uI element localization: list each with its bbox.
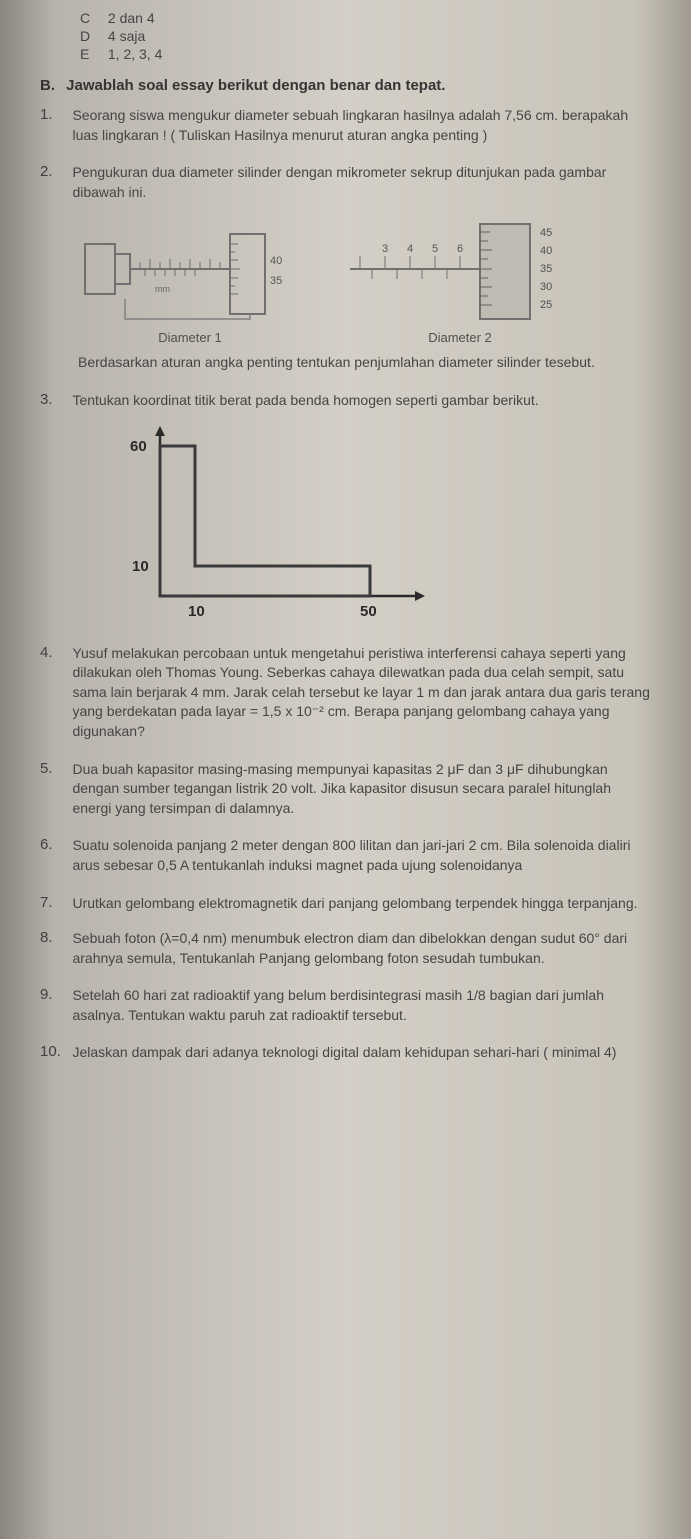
question-7: 7. Urutkan gelombang elektromagnetik dar… <box>30 894 661 914</box>
mic1-tick-40: 40 <box>270 255 282 267</box>
question-text: Pengukuran dua diameter silinder dengan … <box>72 163 652 202</box>
mic2-scale-30: 30 <box>540 281 552 293</box>
question-number: 10. <box>40 1043 68 1060</box>
question-number: 7. <box>40 894 68 911</box>
question-number: 8. <box>40 929 68 946</box>
section-title: Jawablah soal essay berikut dengan benar… <box>66 77 445 94</box>
option-text: 1, 2, 3, 4 <box>108 46 162 62</box>
mic2-scale-25: 25 <box>540 299 552 311</box>
option-text: 4 saja <box>108 28 145 44</box>
micrometer-1-svg: 40 35 mm <box>80 214 300 324</box>
micrometer-1: 40 35 mm Diameter 1 <box>80 214 300 345</box>
option-letter: D <box>80 28 104 44</box>
question-1: 1. Seorang siswa mengukur diameter sebua… <box>30 106 661 145</box>
option-c: C 2 dan 4 <box>80 10 661 26</box>
mic1-mm-label: mm <box>155 284 170 294</box>
question-text: Urutkan gelombang elektromagnetik dari p… <box>72 894 652 914</box>
l-shape-svg: 60 10 10 50 <box>120 421 440 621</box>
question-text: Tentukan koordinat titik berat pada bend… <box>72 391 652 411</box>
mic2-scale-40: 40 <box>540 245 552 257</box>
question-text: Setelah 60 hari zat radioaktif yang belu… <box>72 986 652 1025</box>
question-number: 5. <box>40 760 68 777</box>
question-8: 8. Sebuah foton (λ=0,4 nm) menumbuk elec… <box>30 929 661 968</box>
section-letter: B. <box>40 77 62 94</box>
question-9: 9. Setelah 60 hari zat radioaktif yang b… <box>30 986 661 1025</box>
section-b-header: B. Jawablah soal essay berikut dengan be… <box>40 77 661 94</box>
mic1-tick-35: 35 <box>270 275 282 287</box>
question-text: Sebuah foton (λ=0,4 nm) menumbuk electro… <box>72 929 652 968</box>
micrometer-2-label: Diameter 2 <box>340 330 580 345</box>
option-d: D 4 saja <box>80 28 661 44</box>
question-10: 10. Jelaskan dampak dari adanya teknolog… <box>30 1043 661 1063</box>
question-5: 5. Dua buah kapasitor masing-masing memp… <box>30 760 661 819</box>
x-label-50: 50 <box>360 603 377 620</box>
question-text: Dua buah kapasitor masing-masing mempuny… <box>72 760 652 819</box>
mic2-main-4: 4 <box>407 243 413 255</box>
question-number: 2. <box>40 163 68 180</box>
coordinate-diagram: 60 10 10 50 <box>120 421 661 626</box>
mic2-scale-35: 35 <box>540 263 552 275</box>
x-label-10: 10 <box>188 603 205 620</box>
question-number: 9. <box>40 986 68 1003</box>
question-2: 2. Pengukuran dua diameter silinder deng… <box>30 163 661 373</box>
mic2-main-3: 3 <box>382 243 388 255</box>
micrometer-diagrams: 40 35 mm Diameter 1 3 <box>80 214 661 345</box>
option-letter: C <box>80 10 104 26</box>
question-number: 1. <box>40 106 68 123</box>
option-e: E 1, 2, 3, 4 <box>80 46 661 62</box>
question-text: Seorang siswa mengukur diameter sebuah l… <box>72 106 652 145</box>
question-3: 3. Tentukan koordinat titik berat pada b… <box>30 391 661 626</box>
micrometer-2-svg: 3 4 5 6 45 40 35 30 25 <box>340 214 580 324</box>
y-label-10: 10 <box>132 558 149 575</box>
question-2-followup: Berdasarkan aturan angka penting tentuka… <box>78 353 661 373</box>
multiple-choice-options: C 2 dan 4 D 4 saja E 1, 2, 3, 4 <box>80 10 661 62</box>
question-number: 3. <box>40 391 68 408</box>
question-number: 6. <box>40 836 68 853</box>
question-number: 4. <box>40 644 68 661</box>
mic2-scale-45: 45 <box>540 227 552 239</box>
mic2-main-6: 6 <box>457 243 463 255</box>
mic2-main-5: 5 <box>432 243 438 255</box>
question-text: Jelaskan dampak dari adanya teknologi di… <box>72 1043 652 1063</box>
question-text: Yusuf melakukan percobaan untuk mengetah… <box>72 644 652 742</box>
question-text: Suatu solenoida panjang 2 meter dengan 8… <box>72 836 652 875</box>
option-letter: E <box>80 46 104 62</box>
micrometer-1-label: Diameter 1 <box>80 330 300 345</box>
y-label-60: 60 <box>130 438 147 455</box>
question-6: 6. Suatu solenoida panjang 2 meter denga… <box>30 836 661 875</box>
question-4: 4. Yusuf melakukan percobaan untuk menge… <box>30 644 661 742</box>
option-text: 2 dan 4 <box>108 10 155 26</box>
micrometer-2: 3 4 5 6 45 40 35 30 25 <box>340 214 580 345</box>
